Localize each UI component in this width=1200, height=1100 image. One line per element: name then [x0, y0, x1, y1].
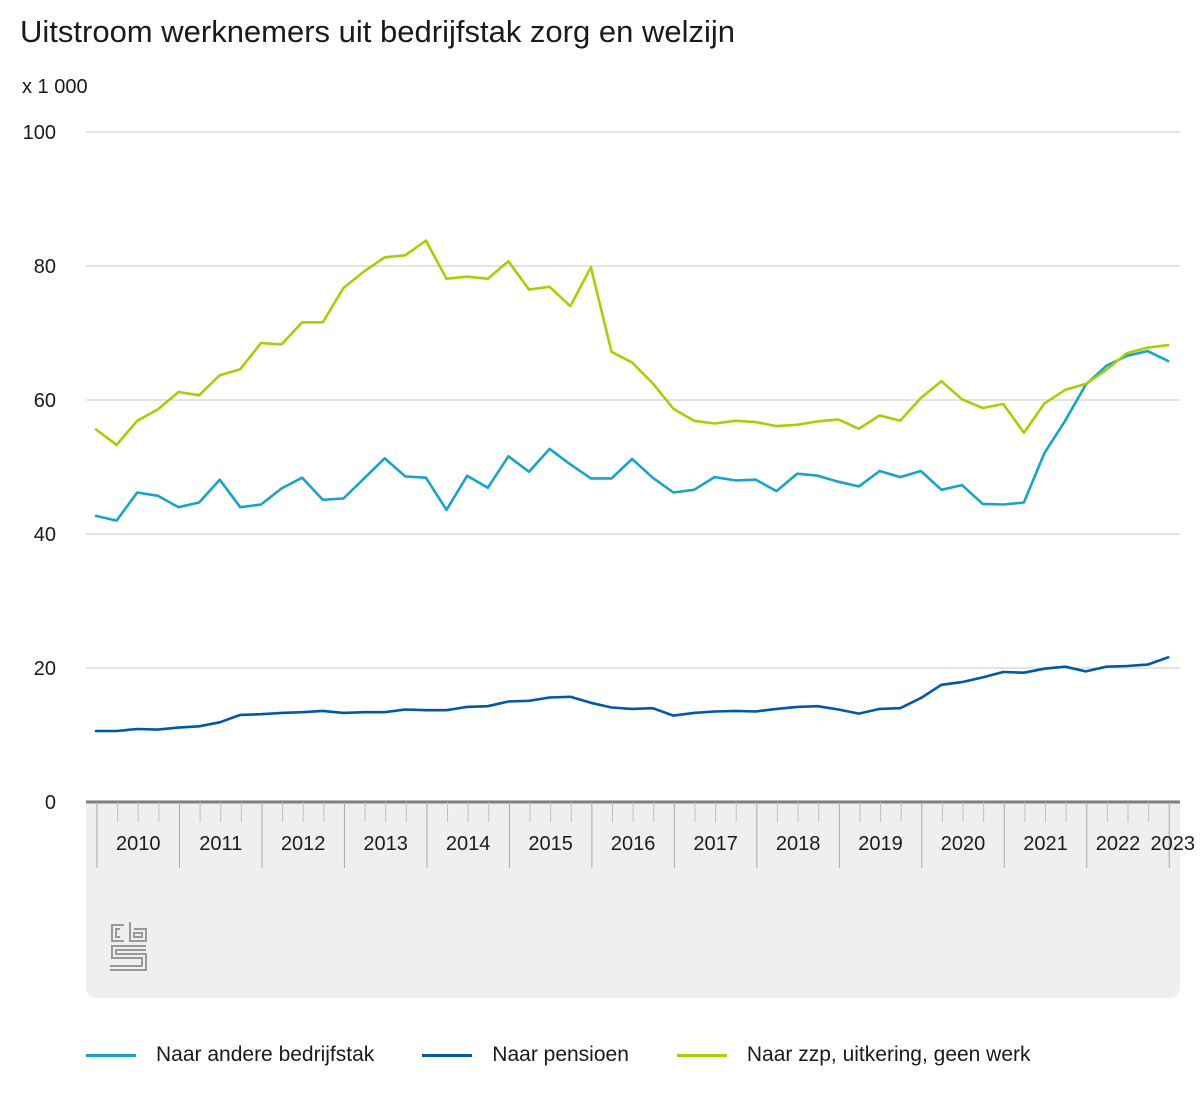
x-tick-label: 2012 — [281, 833, 326, 855]
y-tick-label: 20 — [34, 658, 56, 680]
x-tick-label: 2010 — [116, 833, 161, 855]
legend-label: Naar andere bedrijfstak — [156, 1043, 375, 1066]
cbs-logo-b-inner — [133, 932, 143, 938]
legend-item-andere-bedrijfstak: Naar andere bedrijfstak — [86, 1043, 374, 1067]
x-tick-label: 2020 — [941, 833, 986, 855]
x-tick-label: 2014 — [446, 833, 491, 855]
y-tick-label: 60 — [34, 390, 56, 412]
cbs-logo-c-inner — [115, 928, 120, 938]
series-line-0 — [94, 349, 1170, 522]
legend-swatch — [422, 1053, 473, 1057]
chart-title: Uitstroom werknemers uit bedrijfstak zor… — [20, 14, 735, 49]
x-tick-label: 2016 — [611, 833, 656, 855]
x-tick-label: 2018 — [776, 833, 821, 855]
x-tick-label: 2013 — [363, 833, 408, 855]
y-axis-ticks: 0 20 40 60 80 100 — [23, 122, 56, 814]
x-tick-label: 2021 — [1023, 833, 1068, 855]
x-axis: 2010 2011 2012 2013 2014 2015 2016 2017 2018 2019… — [86, 800, 1196, 868]
x-tick-label: 2019 — [858, 833, 903, 855]
footer-panel — [86, 830, 1180, 998]
y-tick-label: 40 — [34, 524, 56, 546]
series-line-1 — [94, 655, 1170, 733]
gridlines — [86, 131, 1180, 669]
x-tick-label: 2017 — [693, 833, 738, 855]
x-tick-label: 2011 — [199, 833, 242, 855]
legend-label: Naar pensioen — [492, 1043, 629, 1066]
x-tick-label: 2015 — [528, 833, 573, 855]
cbs-logo-c — [111, 924, 124, 942]
cbs-logo-b — [129, 922, 147, 942]
y-axis-unit-label: x 1 000 — [22, 76, 88, 98]
x-tick-label: 2023 — [1151, 833, 1196, 855]
cbs-logo — [110, 922, 147, 971]
y-tick-label: 100 — [23, 122, 56, 144]
series-lines — [94, 239, 1170, 733]
legend-swatch — [676, 1053, 727, 1057]
y-tick-label: 0 — [45, 792, 56, 814]
legend-label: Naar zzp, uitkering, geen werk — [746, 1043, 1031, 1066]
legend-item-pensioen: Naar pensioen — [422, 1043, 629, 1067]
series-line-2 — [94, 239, 1170, 447]
legend-swatch — [86, 1053, 136, 1057]
legend-item-zzp: Naar zzp, uitkering, geen werk — [676, 1043, 1031, 1067]
legend: Naar andere bedrijfstak Naar pensioen Na… — [86, 1043, 1079, 1067]
y-tick-label: 80 — [34, 256, 56, 278]
x-tick-label: 2022 — [1096, 833, 1141, 855]
cbs-logo-s — [110, 945, 147, 971]
